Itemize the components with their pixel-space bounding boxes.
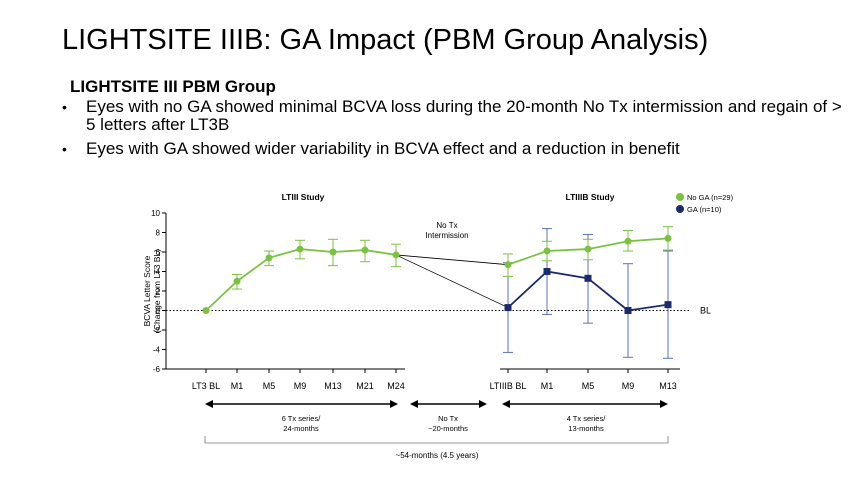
phase2-label: 4 Tx series/ xyxy=(567,414,607,423)
x-tick-label: M21 xyxy=(356,381,374,391)
gap-label: No Tx xyxy=(438,414,458,423)
phase2-label: 13-months xyxy=(568,424,604,433)
ga-data-point xyxy=(584,274,592,282)
no-ga-data-point xyxy=(329,248,337,256)
y-axis-label: BCVA Letter Score xyxy=(142,255,152,326)
ga-data-point xyxy=(624,307,632,314)
bullet-text: Eyes with GA showed wider variability in… xyxy=(86,139,680,158)
phase2-arrow-head xyxy=(660,400,668,408)
intermission-label: Intermission xyxy=(425,231,468,240)
intermission-label: No Tx xyxy=(436,221,457,230)
gap-label: ~20-months xyxy=(428,424,468,433)
no-ga-data-point xyxy=(392,251,400,259)
phase1-arrow-head xyxy=(390,400,398,408)
y-tick-label: 8 xyxy=(156,229,161,238)
no-ga-data-point xyxy=(361,246,369,254)
x-tick-label: M9 xyxy=(294,381,307,391)
y-tick-label: 4 xyxy=(156,268,161,277)
y-tick-label: 10 xyxy=(151,209,160,218)
gap-arrow-head xyxy=(479,400,487,408)
panel-title: LTIII Study xyxy=(282,192,325,202)
panel-title: LTIIIB Study xyxy=(566,192,615,202)
y-tick-label: 0 xyxy=(156,307,161,316)
connector-line xyxy=(395,254,509,308)
no-ga-data-point xyxy=(202,307,210,314)
bullet-item: • Eyes with no GA showed minimal BCVA lo… xyxy=(62,98,852,134)
x-tick-label: M13 xyxy=(659,381,677,391)
no-ga-data-point xyxy=(624,237,632,245)
no-ga-data-point xyxy=(543,247,551,255)
no-ga-data-point xyxy=(664,234,672,242)
legend-marker xyxy=(676,205,684,213)
x-tick-label: M13 xyxy=(324,381,342,391)
phase2-arrow-head xyxy=(502,400,510,408)
ga-data-point xyxy=(504,304,512,312)
baseline-label: BL xyxy=(700,306,711,316)
y-tick-label: 2 xyxy=(156,287,161,296)
x-tick-label: M24 xyxy=(387,381,405,391)
x-tick-label: LTIIIB BL xyxy=(490,381,527,391)
bullet-text: Eyes with no GA showed minimal BCVA loss… xyxy=(86,97,842,134)
no-ga-data-point xyxy=(296,245,304,253)
legend-label: No GA (n=29) xyxy=(687,193,734,202)
y-axis-label: (Change from LT3 BL) xyxy=(152,249,162,333)
phase1-arrow-head xyxy=(205,400,213,408)
phase1-label: 6 Tx series/ xyxy=(282,414,322,423)
ga-data-point xyxy=(543,268,551,275)
ga-data-point xyxy=(664,301,672,309)
no-ga-data-point xyxy=(504,261,512,269)
legend-marker xyxy=(676,193,684,201)
bullet-dot-icon: • xyxy=(62,141,67,157)
x-tick-label: M5 xyxy=(582,381,595,391)
legend-label: GA (n=10) xyxy=(687,205,722,214)
y-tick-label: -4 xyxy=(153,346,161,355)
connector-line xyxy=(395,254,509,266)
y-tick-label: -6 xyxy=(153,365,161,374)
x-tick-label: M1 xyxy=(231,381,244,391)
x-tick-label: LT3 BL xyxy=(192,381,220,391)
bullet-item: • Eyes with GA showed wider variability … xyxy=(62,140,852,158)
no-ga-data-point xyxy=(233,277,241,285)
total-label: ~54-months (4.5 years) xyxy=(396,451,479,460)
total-bracket xyxy=(204,436,669,444)
no-ga-data-point xyxy=(265,254,273,262)
bullet-dot-icon: • xyxy=(62,99,67,115)
slide-title: LIGHTSITE IIIB: GA Impact (PBM Group Ana… xyxy=(62,24,709,56)
phase1-label: 24-months xyxy=(283,424,319,433)
no-ga-data-point xyxy=(584,245,592,253)
y-tick-label: 6 xyxy=(156,248,161,257)
x-tick-label: M9 xyxy=(622,381,635,391)
x-tick-label: M5 xyxy=(263,381,276,391)
x-tick-label: M1 xyxy=(541,381,554,391)
slide-subtitle: LIGHTSITE III PBM Group xyxy=(70,77,276,96)
gap-arrow-head xyxy=(410,400,418,408)
y-tick-label: -2 xyxy=(153,326,161,335)
bullet-list: • Eyes with no GA showed minimal BCVA lo… xyxy=(62,98,852,164)
